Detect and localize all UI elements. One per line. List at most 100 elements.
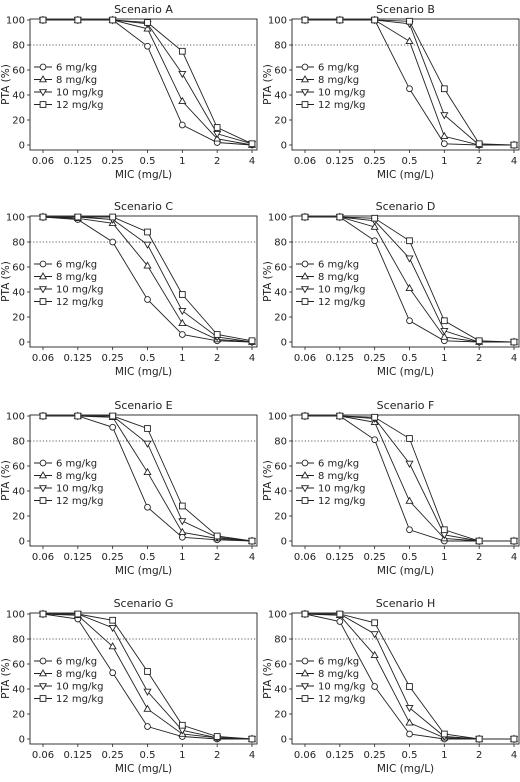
legend-label: 12 mg/kg	[318, 297, 366, 308]
legend-marker	[301, 459, 309, 467]
y-axis-label: PTA (%)	[0, 460, 12, 501]
data-point	[440, 332, 449, 340]
legend-marker	[38, 75, 48, 83]
data-point	[371, 237, 379, 245]
x-tick-label: 2	[214, 156, 220, 167]
x-axis-label: MIC (mg/L)	[115, 169, 172, 181]
data-point	[440, 327, 449, 336]
legend-label: 12 mg/kg	[56, 100, 104, 111]
legend-marker	[301, 63, 309, 71]
x-axis-label: MIC (mg/L)	[377, 366, 434, 378]
y-tick-label: 60	[12, 462, 25, 473]
x-tick-label: 0.25	[102, 156, 124, 167]
data-point	[301, 213, 309, 221]
data-point	[143, 241, 152, 249]
y-tick-label: 80	[12, 437, 25, 448]
x-tick-label: 4	[511, 750, 517, 761]
y-tick-label: 100	[268, 213, 287, 224]
x-tick-label: 1	[179, 156, 185, 167]
data-point	[248, 537, 256, 545]
x-tick-label: 0.125	[64, 750, 93, 761]
legend-label: 8 mg/kg	[56, 75, 97, 86]
data-point	[109, 412, 117, 420]
data-point	[143, 261, 152, 269]
x-tick-label: 1	[441, 353, 447, 364]
data-point	[178, 121, 186, 129]
legend-marker	[39, 657, 47, 665]
data-point	[405, 283, 414, 292]
x-tick-label: 0.125	[326, 156, 355, 167]
x-tick-label: 0.06	[294, 156, 316, 167]
data-point	[213, 130, 222, 139]
x-tick-label: 0.25	[364, 353, 386, 364]
legend-marker	[39, 459, 47, 467]
legend-label: 12 mg/kg	[318, 694, 366, 705]
data-point	[108, 642, 117, 650]
y-axis-label: PTA (%)	[0, 64, 12, 105]
y-tick-label: 60	[12, 66, 25, 77]
data-point	[406, 317, 413, 325]
legend-marker	[301, 695, 309, 702]
plot-frame	[29, 18, 258, 151]
x-tick-label: 0.5	[402, 353, 418, 364]
data-point	[440, 140, 448, 148]
x-tick-label: 0.125	[326, 552, 355, 563]
legend-label: 8 mg/kg	[56, 669, 97, 680]
data-point	[178, 502, 186, 510]
legend-label: 6 mg/kg	[318, 63, 359, 74]
y-tick-label: 60	[274, 263, 287, 274]
data-point	[371, 436, 379, 444]
y-tick-label: 60	[274, 462, 287, 473]
y-tick-label: 20	[12, 710, 25, 721]
y-tick-label: 100	[6, 213, 25, 224]
data-point	[440, 112, 449, 120]
data-point	[248, 735, 256, 743]
legend-marker	[300, 75, 310, 83]
legend-label: 6 mg/kg	[56, 459, 97, 470]
data-point	[440, 526, 448, 534]
plot-frame	[291, 414, 520, 547]
x-tick-label: 0.125	[326, 353, 355, 364]
data-point	[143, 440, 152, 448]
y-tick-label: 60	[12, 660, 25, 671]
x-tick-label: 0.5	[402, 552, 418, 563]
legend-label: 6 mg/kg	[318, 459, 359, 470]
x-axis-label: MIC (mg/L)	[377, 763, 434, 775]
legend-marker	[301, 497, 309, 504]
data-point	[108, 624, 117, 633]
x-tick-label: 2	[214, 750, 220, 761]
y-tick-label: 80	[12, 635, 25, 646]
data-point	[39, 610, 47, 618]
data-point	[178, 70, 187, 79]
x-tick-label: 4	[511, 353, 517, 364]
data-point	[144, 296, 151, 303]
chart-title: Scenario A	[114, 3, 173, 16]
legend-label: 10 mg/kg	[56, 285, 104, 296]
x-tick-label: 0.5	[140, 750, 156, 761]
data-point	[371, 683, 379, 690]
x-tick-label: 2	[476, 552, 482, 563]
legend-marker	[300, 89, 310, 97]
x-tick-label: 1	[179, 750, 185, 761]
data-point	[405, 704, 414, 713]
data-point	[336, 16, 344, 24]
y-tick-label: 100	[268, 610, 287, 621]
y-tick-label: 80	[274, 238, 287, 249]
data-point	[336, 618, 344, 625]
y-tick-label: 20	[274, 710, 287, 721]
data-point	[178, 96, 187, 105]
data-point	[370, 650, 379, 659]
data-point	[510, 141, 518, 149]
chart-title: Scenario E	[114, 399, 172, 412]
y-axis-label: PTA (%)	[262, 64, 274, 105]
y-axis-label: PTA (%)	[262, 261, 274, 302]
x-axis-label: MIC (mg/L)	[377, 169, 434, 181]
chart-title: Scenario H	[376, 597, 436, 610]
legend-label: 6 mg/kg	[56, 63, 97, 74]
data-point	[405, 36, 414, 45]
data-point	[440, 131, 449, 140]
data-point	[475, 735, 483, 743]
data-point	[213, 733, 221, 740]
chart-title: Scenario C	[114, 200, 173, 213]
